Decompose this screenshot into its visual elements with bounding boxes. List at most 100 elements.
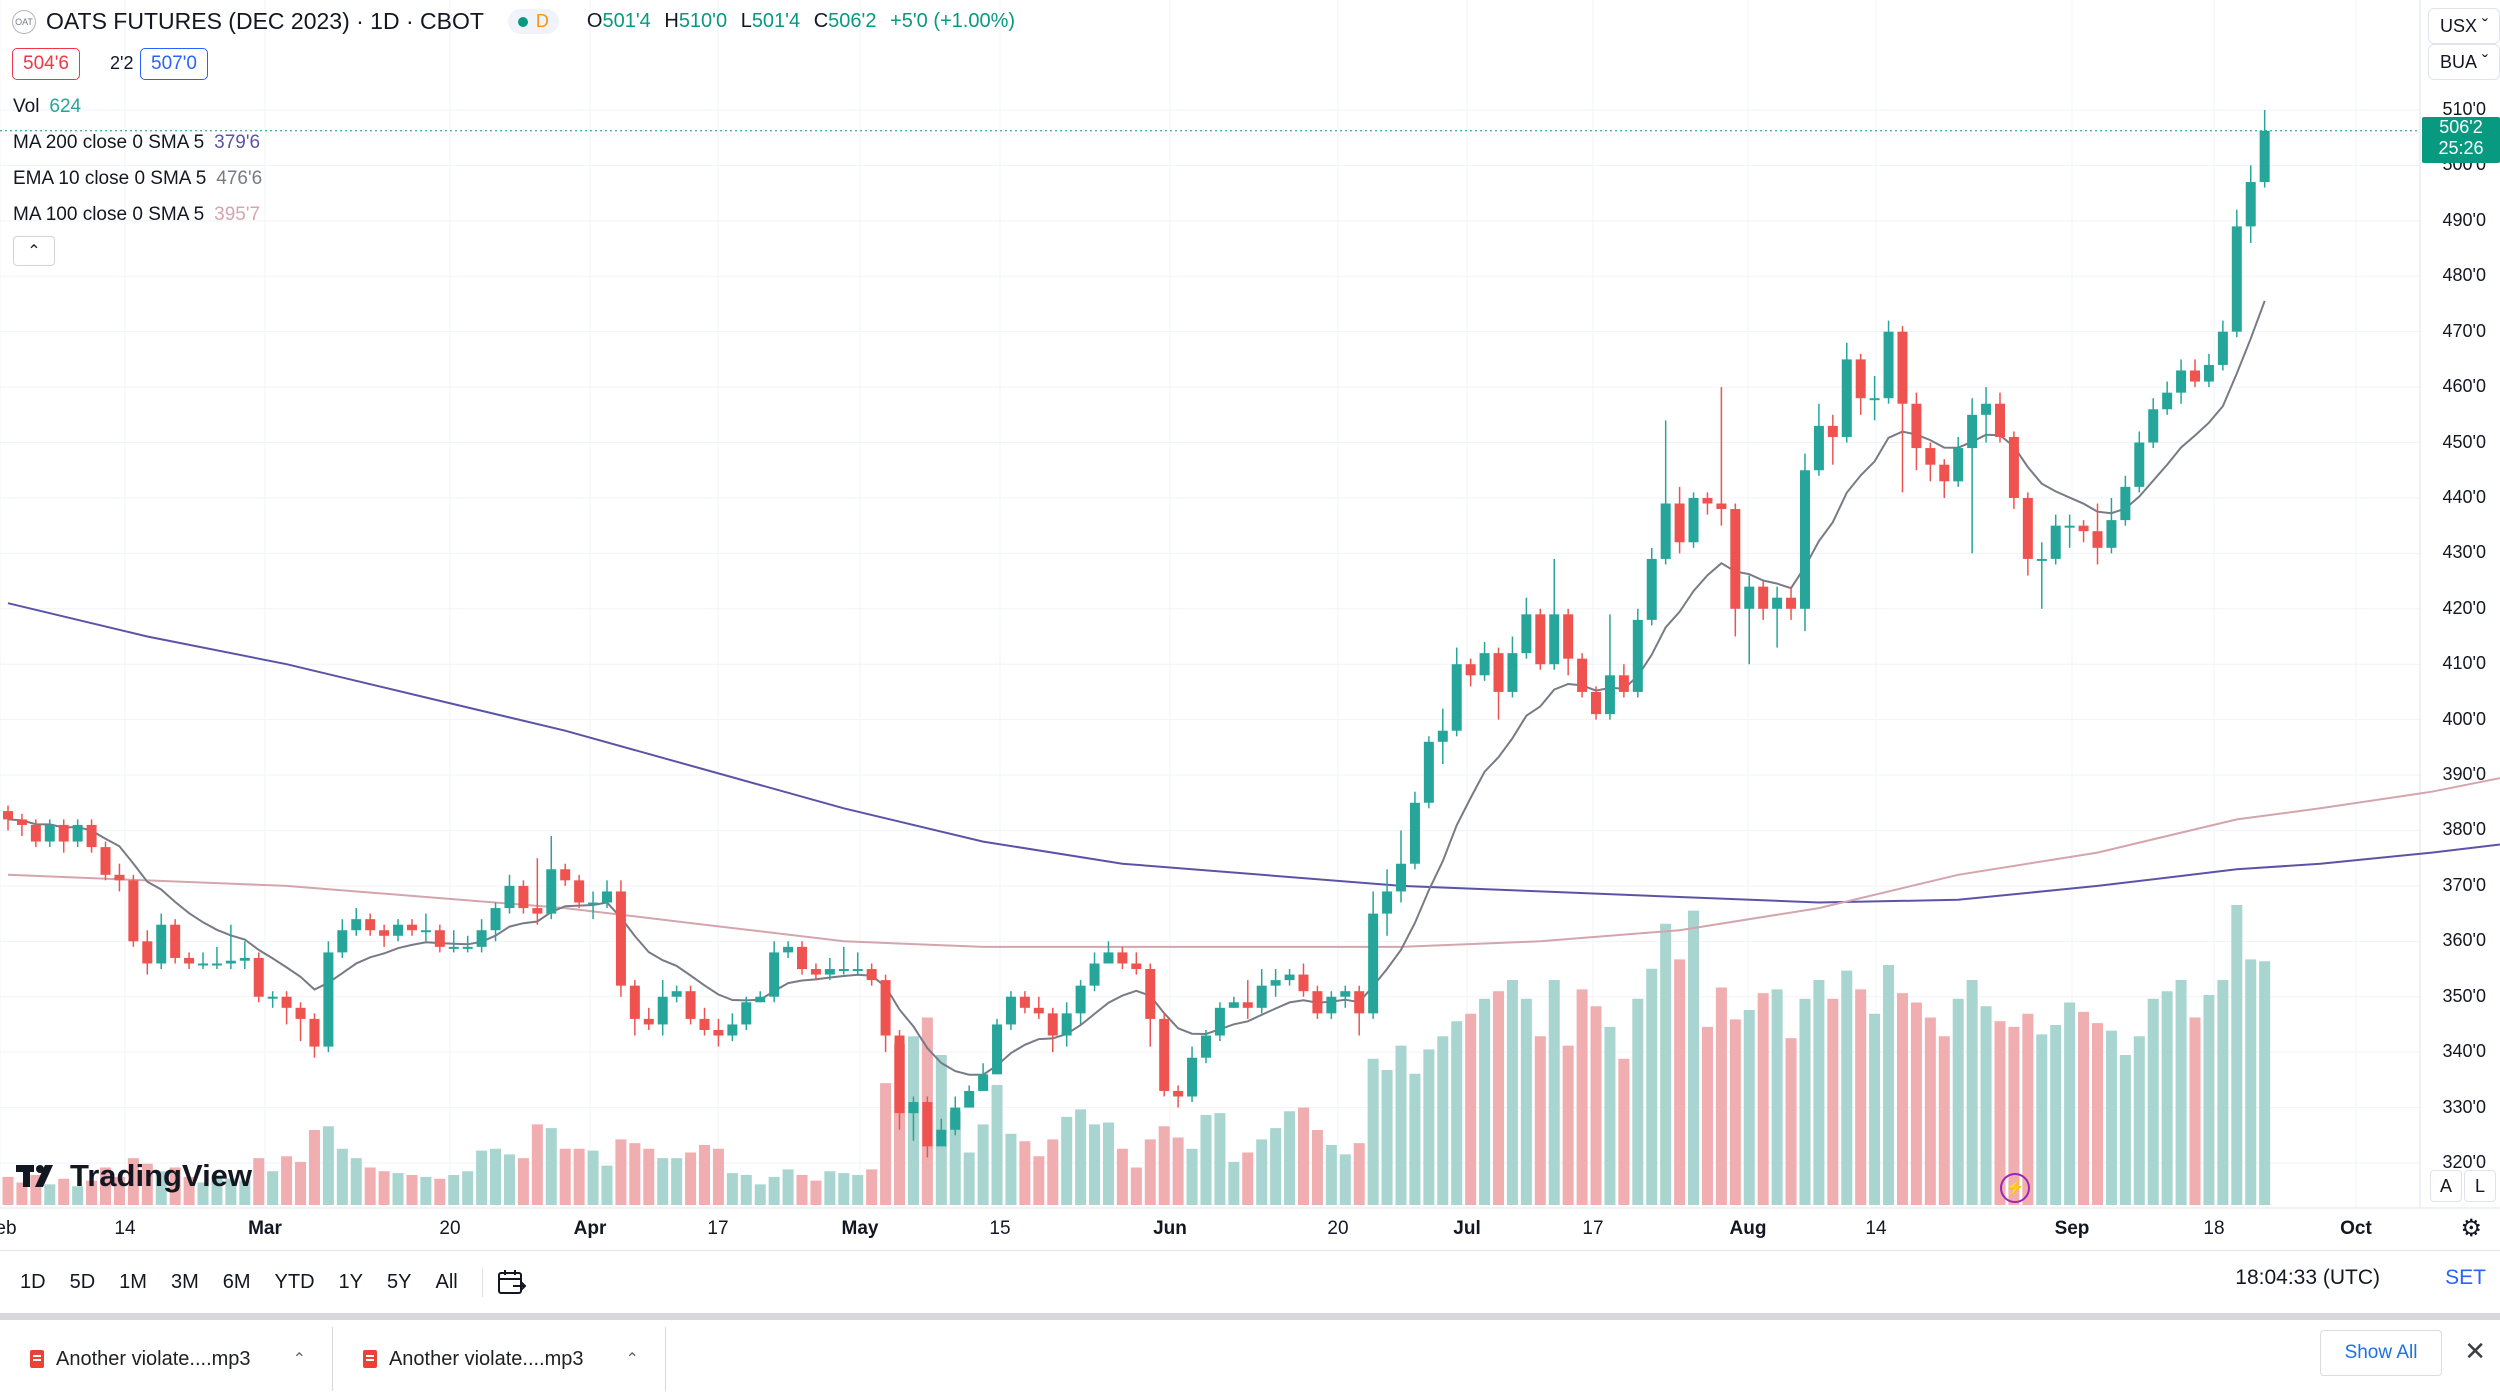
auto-scale-button[interactable]: A (2430, 1170, 2462, 1202)
market-status-pill[interactable]: D (507, 9, 559, 34)
candle-body (1549, 614, 1560, 665)
legend-ema10[interactable]: EMA 10 close 0 SMA 5 476'6 (13, 168, 262, 190)
price-chart[interactable] (0, 0, 2500, 1250)
candle-body (992, 1024, 1003, 1075)
high-label: H (664, 10, 679, 32)
volume-bar (559, 1148, 571, 1205)
volume-bar (1033, 1156, 1045, 1205)
volume-bar (350, 1158, 362, 1205)
legend-ma200[interactable]: MA 200 close 0 SMA 5 379'6 (13, 132, 260, 154)
settings-gear-icon[interactable]: ⚙ (2460, 1215, 2482, 1242)
utc-clock[interactable]: 18:04:33 (UTC) (2235, 1266, 2380, 1289)
buy-price-button[interactable]: 507'0 (140, 48, 208, 80)
symbol-logo-icon: OAT (12, 9, 36, 34)
candle-body (1145, 969, 1156, 1019)
show-all-downloads-button[interactable]: Show All (2320, 1330, 2442, 1376)
price-axis-label: 320'0 (2442, 1152, 2486, 1172)
price-axis-label: 450'0 (2442, 431, 2486, 452)
legend-ma100[interactable]: MA 100 close 0 SMA 5 395'7 (13, 204, 260, 226)
download-item[interactable]: Another violate....mp3 ⌃ (333, 1327, 666, 1391)
candle-body (629, 985, 640, 1019)
settlement-button[interactable]: SET (2445, 1266, 2486, 1289)
range-5y[interactable]: 5Y (387, 1270, 412, 1293)
range-6m[interactable]: 6M (222, 1270, 251, 1293)
candle-body (908, 1102, 919, 1114)
close-value: 506'2 (828, 10, 877, 32)
collapse-legend-button[interactable]: ⌃ (13, 236, 55, 266)
candle-body (1368, 913, 1379, 1014)
tradingview-logo[interactable]: TradingView (16, 1158, 252, 1194)
candle-body (2078, 525, 2089, 532)
candle-body (393, 924, 404, 936)
volume-bar (824, 1171, 836, 1205)
unit-label: BUA (2439, 51, 2477, 72)
range-1y[interactable]: 1Y (338, 1270, 364, 1293)
close-icon[interactable]: ✕ (2464, 1336, 2486, 1366)
range-1m[interactable]: 1M (119, 1270, 147, 1293)
volume-bar (1242, 1152, 1254, 1205)
low-label: L (740, 10, 752, 32)
time-axis-label: May (841, 1218, 879, 1239)
price-axis-label: 460'0 (2442, 376, 2486, 397)
ohlc-values: O501'4 H510'0 L501'4 C506'2 +5'0 (+1.00%… (587, 10, 1023, 33)
candle-body (1340, 991, 1351, 997)
candle-body (532, 908, 543, 914)
candle-body (643, 1018, 654, 1025)
volume-bar (1019, 1141, 1031, 1205)
volume-bar (1869, 1013, 1881, 1205)
moving-average-lines (7, 300, 2500, 1076)
volume-bar (100, 1167, 112, 1205)
volume-bar (1896, 993, 1908, 1205)
candle-body (1173, 1090, 1184, 1097)
unit-dropdown[interactable]: BUA ˇ (2428, 44, 2500, 80)
candle-body (1354, 991, 1365, 1014)
lightning-icon[interactable]: ⚡ (2000, 1173, 2030, 1203)
volume-bar (1172, 1137, 1184, 1205)
volume-bar (113, 1176, 125, 1205)
symbol-header[interactable]: OAT OATS FUTURES (DEC 2023) · 1D · CBOT … (12, 8, 1023, 35)
candle-body (2064, 525, 2075, 528)
range-all[interactable]: All (435, 1270, 458, 1293)
range-3m[interactable]: 3M (170, 1270, 199, 1293)
volume-bar (1632, 998, 1644, 1205)
candle-body (866, 969, 877, 981)
range-ytd[interactable]: YTD (274, 1270, 315, 1293)
sell-price-button[interactable]: 504'6 (12, 48, 80, 80)
volume-bar (726, 1173, 738, 1205)
candle-body (852, 969, 863, 972)
candle-body (588, 902, 599, 905)
volume-bar (768, 1176, 780, 1205)
volume-bar (2064, 1002, 2076, 1205)
brand-name: TradingView (70, 1158, 253, 1193)
volume-bar (699, 1145, 710, 1205)
symbol-title[interactable]: OATS FUTURES (DEC 2023) · 1D · CBOT (46, 8, 484, 34)
range-1d[interactable]: 1D (20, 1270, 46, 1293)
candle-body (1646, 558, 1657, 620)
volume-bar (1214, 1113, 1226, 1205)
download-item[interactable]: Another violate....mp3 ⌃ (0, 1327, 333, 1391)
volume-bar (1089, 1124, 1101, 1205)
volume-bar (517, 1158, 529, 1205)
legend-volume[interactable]: Vol 624 (13, 96, 81, 118)
currency-dropdown[interactable]: USX ˇ (2428, 8, 2500, 44)
last-price-tag: 506'2 25:26 (2422, 117, 2500, 163)
candle-body (1131, 963, 1142, 970)
candle-body (267, 996, 278, 999)
volume-bar (155, 1171, 167, 1205)
candle-body (894, 1035, 905, 1114)
candle-body (1312, 991, 1323, 1014)
volume-bar (991, 1085, 1003, 1205)
volume-bar (476, 1150, 488, 1205)
chevron-up-icon[interactable]: ⌃ (292, 1351, 306, 1368)
open-value: 501'4 (602, 10, 651, 32)
log-scale-button[interactable]: L (2464, 1170, 2496, 1202)
ema10-line (7, 300, 2266, 1076)
candle-body (490, 908, 501, 931)
range-5d[interactable]: 5D (69, 1270, 96, 1293)
candle-body (1632, 619, 1643, 692)
calendar-goto-icon[interactable] (497, 1268, 527, 1296)
volume-bar (643, 1148, 655, 1205)
volume-bar (169, 1167, 181, 1205)
candle-body (2148, 409, 2159, 443)
chevron-up-icon[interactable]: ⌃ (625, 1351, 639, 1368)
